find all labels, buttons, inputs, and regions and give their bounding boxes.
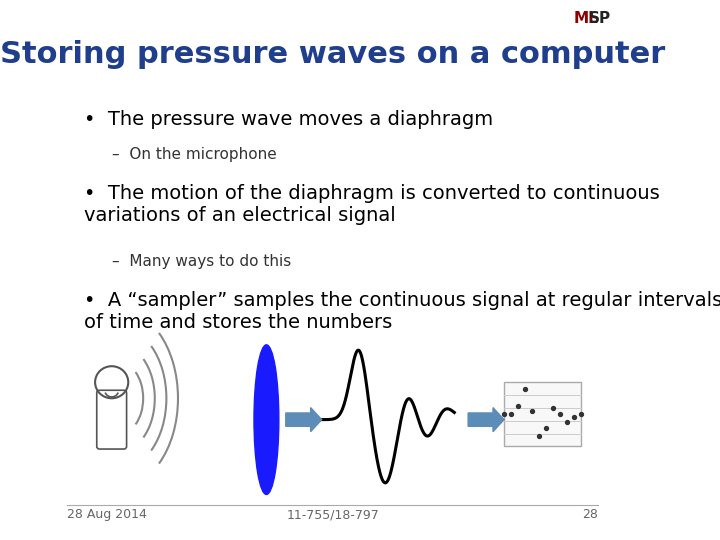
- Text: SP: SP: [589, 11, 611, 26]
- Text: •  The pressure wave moves a diaphragm: • The pressure wave moves a diaphragm: [84, 110, 493, 129]
- Ellipse shape: [254, 345, 279, 495]
- Point: [554, 410, 566, 418]
- Text: ML: ML: [573, 11, 598, 26]
- Text: –  Many ways to do this: – Many ways to do this: [112, 254, 291, 269]
- Point: [576, 410, 588, 418]
- FancyBboxPatch shape: [504, 382, 582, 447]
- Point: [513, 402, 524, 411]
- Text: –  On the microphone: – On the microphone: [112, 147, 276, 162]
- Point: [498, 410, 510, 418]
- Point: [534, 432, 545, 441]
- Point: [526, 407, 538, 415]
- Point: [505, 410, 517, 418]
- Text: •  The motion of the diaphragm is converted to continuous
variations of an elect: • The motion of the diaphragm is convert…: [84, 185, 660, 226]
- FancyArrow shape: [286, 408, 322, 431]
- Point: [562, 417, 573, 426]
- Point: [569, 413, 580, 421]
- Text: •  A “sampler” samples the continuous signal at regular intervals
of time and st: • A “sampler” samples the continuous sig…: [84, 292, 720, 333]
- Text: Storing pressure waves on a computer: Storing pressure waves on a computer: [0, 40, 665, 69]
- Text: 11-755/18-797: 11-755/18-797: [287, 508, 379, 521]
- Text: 28: 28: [582, 508, 598, 521]
- FancyArrow shape: [468, 408, 504, 431]
- Point: [547, 403, 559, 412]
- Point: [541, 424, 552, 433]
- Point: [519, 384, 531, 393]
- Text: 28 Aug 2014: 28 Aug 2014: [68, 508, 148, 521]
